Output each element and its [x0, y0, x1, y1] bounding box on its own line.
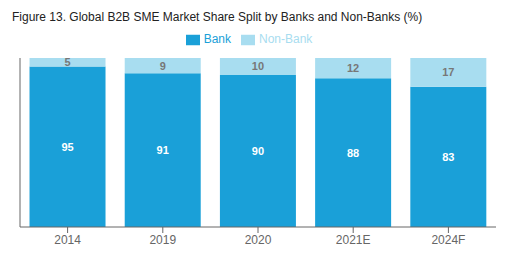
svg-text:2024F: 2024F — [431, 233, 465, 247]
svg-text:2020: 2020 — [245, 233, 272, 247]
svg-text:91: 91 — [157, 144, 169, 156]
svg-text:2014: 2014 — [54, 233, 81, 247]
svg-text:5: 5 — [64, 56, 70, 68]
svg-text:83: 83 — [442, 151, 454, 163]
svg-text:2019: 2019 — [149, 233, 176, 247]
svg-text:10: 10 — [252, 60, 264, 72]
html-text:Figure 13. Global B2B SME Mark: Figure 13. Global B2B SME Market Share S… — [12, 10, 423, 24]
svg-text:17: 17 — [442, 66, 454, 78]
svg-text:95: 95 — [61, 141, 73, 153]
svg-text:88: 88 — [347, 147, 359, 159]
svg-text:9: 9 — [160, 60, 166, 72]
html-text:Non-Bank: Non-Bank — [259, 32, 313, 46]
svg-text:2021E: 2021E — [336, 233, 371, 247]
svg-text:12: 12 — [347, 62, 359, 74]
html-text:Bank: Bank — [203, 32, 231, 46]
svg-text:90: 90 — [252, 145, 264, 157]
